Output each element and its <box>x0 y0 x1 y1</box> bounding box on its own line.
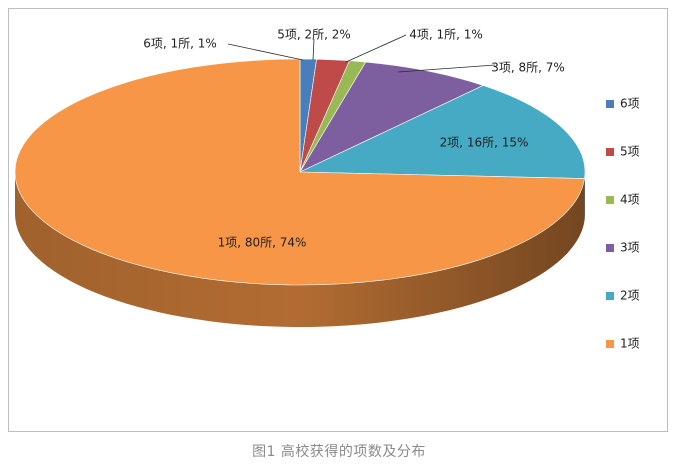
legend-label-6: 1项 <box>620 337 640 351</box>
legend-label-3: 4项 <box>620 193 640 207</box>
legend-label-1: 6项 <box>620 97 640 111</box>
data-label-1: 6项, 1所, 1% <box>143 37 217 51</box>
figure-caption: 图1 高校获得的项数及分布 <box>252 444 426 460</box>
pie-slice-3项 <box>299 61 484 173</box>
legend-swatch-2 <box>606 148 614 156</box>
data-label-4: 3项, 8所, 7% <box>491 61 565 75</box>
pie-side-shade-6 <box>15 172 585 328</box>
legend-swatch-3 <box>606 196 614 204</box>
leader-line-2 <box>312 38 315 61</box>
legend-swatch-5 <box>606 292 614 300</box>
pie-slice-2项 <box>299 85 586 179</box>
legend-label-4: 3项 <box>620 241 640 255</box>
leader-line-3 <box>345 34 407 63</box>
legend-swatch-6 <box>606 340 614 348</box>
data-label-5: 2项, 16所, 15% <box>440 136 529 150</box>
leader-line-1 <box>227 43 304 61</box>
legend-label-5: 2项 <box>620 289 640 303</box>
data-label-6: 1项, 80所, 74% <box>218 236 307 250</box>
data-label-2: 5项, 2所, 2% <box>277 28 351 42</box>
pie-slice-1项 <box>14 58 585 286</box>
data-label-3: 4项, 1所, 1% <box>409 28 483 42</box>
leader-line-4 <box>397 64 496 73</box>
legend-swatch-4 <box>606 244 614 252</box>
legend-label-2: 5项 <box>620 145 640 159</box>
legend-swatch-1 <box>606 100 614 108</box>
